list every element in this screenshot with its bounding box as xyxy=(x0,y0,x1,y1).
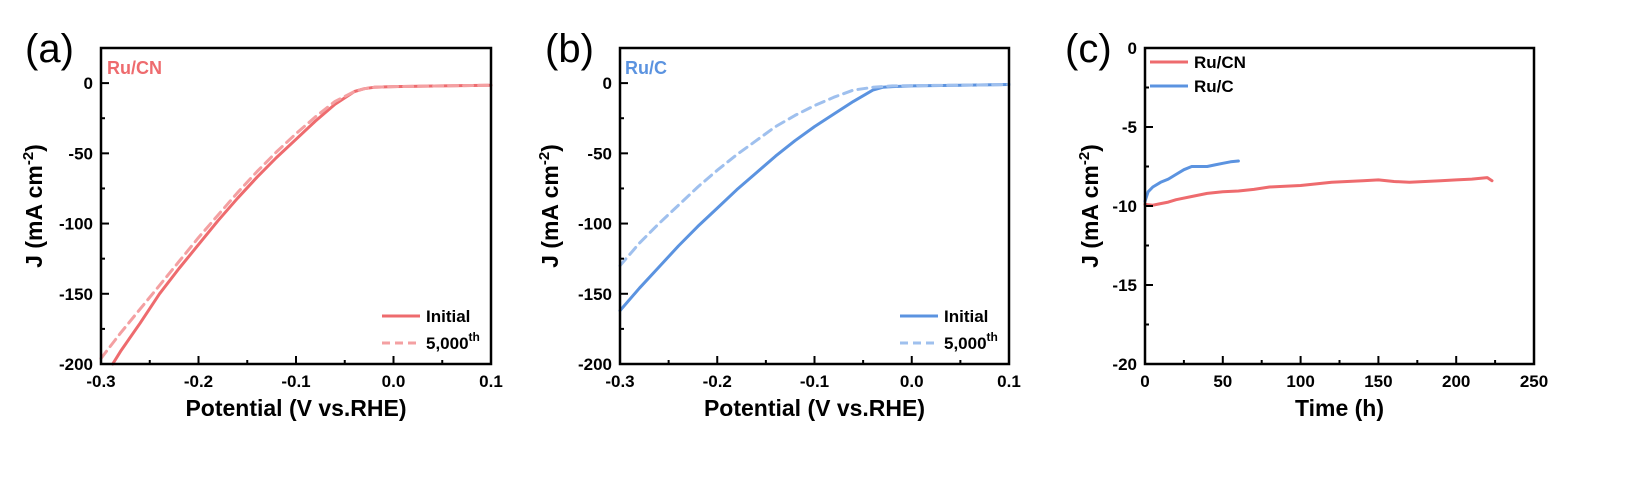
y-tick-label: -100 xyxy=(59,215,93,234)
chart-panel-3: (c) 0 50 100 150 200 250 -20 -15 -10 -5 0 Time (h) J … xyxy=(1065,27,1548,421)
y-tick-label: 0 xyxy=(84,74,93,93)
x-tick-label: 250 xyxy=(1520,372,1548,391)
y-tick-label: -5 xyxy=(1122,118,1137,137)
x-tick-label: -0.3 xyxy=(605,372,634,391)
legend-label: 5,000th xyxy=(944,330,998,353)
y-tick-label: -15 xyxy=(1112,276,1137,295)
inset-sample-label: Ru/C xyxy=(625,58,667,78)
y-axis-title: J (mA cm-2) xyxy=(536,144,563,268)
y-tick-label: -150 xyxy=(59,285,93,304)
legend: Ru/CN Ru/C xyxy=(1150,53,1246,96)
x-tick-label: 50 xyxy=(1213,372,1232,391)
y-axis-title: J (mA cm-2) xyxy=(20,144,47,268)
chart-panel-2: (b) -0.3 -0.2 -0.1 0.0 0.1 -200 -150 -100 -50 0 Pot… xyxy=(536,27,1021,421)
y-tick-label: 0 xyxy=(1128,39,1137,58)
x-tick-label: 0.1 xyxy=(997,372,1021,391)
legend: Initial 5,000th xyxy=(382,307,480,353)
y-axis-title: J (mA cm-2) xyxy=(1076,144,1103,268)
x-tick-label: -0.2 xyxy=(184,372,213,391)
panel-label: (a) xyxy=(25,27,74,71)
panel-label: (b) xyxy=(545,27,594,71)
y-tick-label: -10 xyxy=(1112,197,1137,216)
x-tick-label: -0.1 xyxy=(281,372,310,391)
x-tick-label: 150 xyxy=(1364,372,1392,391)
x-tick-label: -0.1 xyxy=(800,372,829,391)
x-axis-title: Potential (V vs.RHE) xyxy=(185,395,406,421)
y-tick-label: -100 xyxy=(578,215,612,234)
x-tick-label: 0.0 xyxy=(382,372,406,391)
x-tick-label: -0.3 xyxy=(86,372,115,391)
inset-sample-label: Ru/CN xyxy=(107,58,162,78)
y-tick-label: -50 xyxy=(68,144,93,163)
y-tick-label: -200 xyxy=(578,355,612,374)
y-tick-label: -50 xyxy=(587,144,612,163)
chart-panel-1: (a) -0.3 -0.2 -0.1 0.0 0.1 -200 -150 -100 -50 0 Pot… xyxy=(20,27,503,421)
x-tick-label: 0.1 xyxy=(479,372,503,391)
series-line-ru-cn xyxy=(1143,176,1494,207)
series-line-5-000 xyxy=(99,83,493,360)
legend-label: 5,000th xyxy=(426,330,480,353)
x-tick-label: 0.0 xyxy=(900,372,924,391)
legend-label: Initial xyxy=(426,307,470,326)
panel-label: (c) xyxy=(1065,27,1112,71)
legend-label: Ru/C xyxy=(1194,77,1234,96)
y-tick-label: -200 xyxy=(59,355,93,374)
x-tick-label: -0.2 xyxy=(703,372,732,391)
x-tick-label: 100 xyxy=(1286,372,1314,391)
y-tick-label: -20 xyxy=(1112,355,1137,374)
x-axis-title: Time (h) xyxy=(1295,395,1384,421)
series-line-initial xyxy=(618,83,1011,313)
series-line-5-000 xyxy=(618,83,1011,268)
x-tick-label: 0 xyxy=(1140,372,1149,391)
y-tick-label: -150 xyxy=(578,285,612,304)
y-tick-label: 0 xyxy=(603,74,612,93)
x-tick-label: 200 xyxy=(1442,372,1470,391)
x-axis-title: Potential (V vs.RHE) xyxy=(704,395,925,421)
legend-label: Ru/CN xyxy=(1194,53,1246,72)
series-line-ru-c xyxy=(1143,159,1240,203)
legend-label: Initial xyxy=(944,307,988,326)
legend: Initial 5,000th xyxy=(900,307,998,353)
